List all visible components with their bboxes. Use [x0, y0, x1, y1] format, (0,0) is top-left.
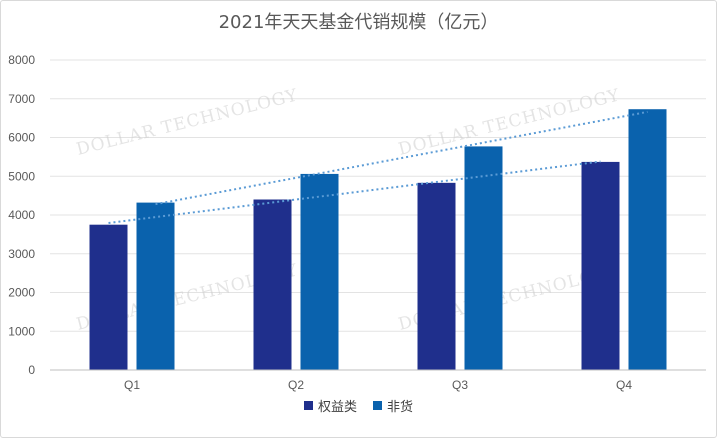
y-tick-label: 0: [28, 363, 35, 377]
y-tick-label: 1000: [8, 324, 35, 338]
x-tick-label: Q3: [452, 378, 468, 392]
watermark-text: DOLLAR TECHNOLOGY: [74, 85, 300, 160]
bar-equity-q4: [581, 161, 620, 370]
bar-nonmonetary-q2: [300, 173, 339, 370]
y-tick-label: 3000: [8, 247, 35, 261]
legend-item-equity: 权益类: [303, 396, 357, 415]
bar-equity-q1: [89, 224, 128, 370]
bars: [89, 109, 667, 371]
legend-item-nonmonetary: 非货: [373, 396, 413, 415]
bar-equity-q3: [417, 182, 456, 370]
trendline-nonmonetary: [155, 110, 648, 206]
chart-title: 2021年天天基金代销规模（亿元）: [218, 12, 499, 33]
y-tick-label: 2000: [8, 286, 35, 300]
x-tick-label: Q2: [288, 378, 304, 392]
bar-nonmonetary-q1: [136, 202, 175, 370]
y-tick-label: 6000: [8, 131, 35, 145]
legend-label: 权益类: [317, 400, 357, 415]
x-tick-label: Q1: [124, 378, 140, 392]
x-tick-label: Q4: [616, 378, 632, 392]
y-axis: 0 1000 2000 3000 4000 5000 6000 7000 8000: [8, 53, 35, 377]
bar-nonmonetary-q4: [628, 109, 667, 371]
y-tick-label: 8000: [8, 53, 35, 67]
x-axis: Q1 Q2 Q3 Q4: [50, 369, 706, 392]
legend: 权益类 非货: [0, 396, 717, 415]
trendline-equity: [108, 160, 601, 224]
legend-swatch: [303, 401, 313, 410]
bar-equity-q2: [253, 199, 292, 370]
legend-swatch: [373, 401, 382, 410]
trendlines: [108, 110, 648, 224]
legend-label: 非货: [387, 400, 414, 415]
y-tick-label: 4000: [8, 208, 35, 222]
y-tick-label: 5000: [8, 169, 35, 183]
bar-nonmonetary-q3: [464, 146, 503, 370]
y-tick-label: 7000: [8, 92, 35, 106]
